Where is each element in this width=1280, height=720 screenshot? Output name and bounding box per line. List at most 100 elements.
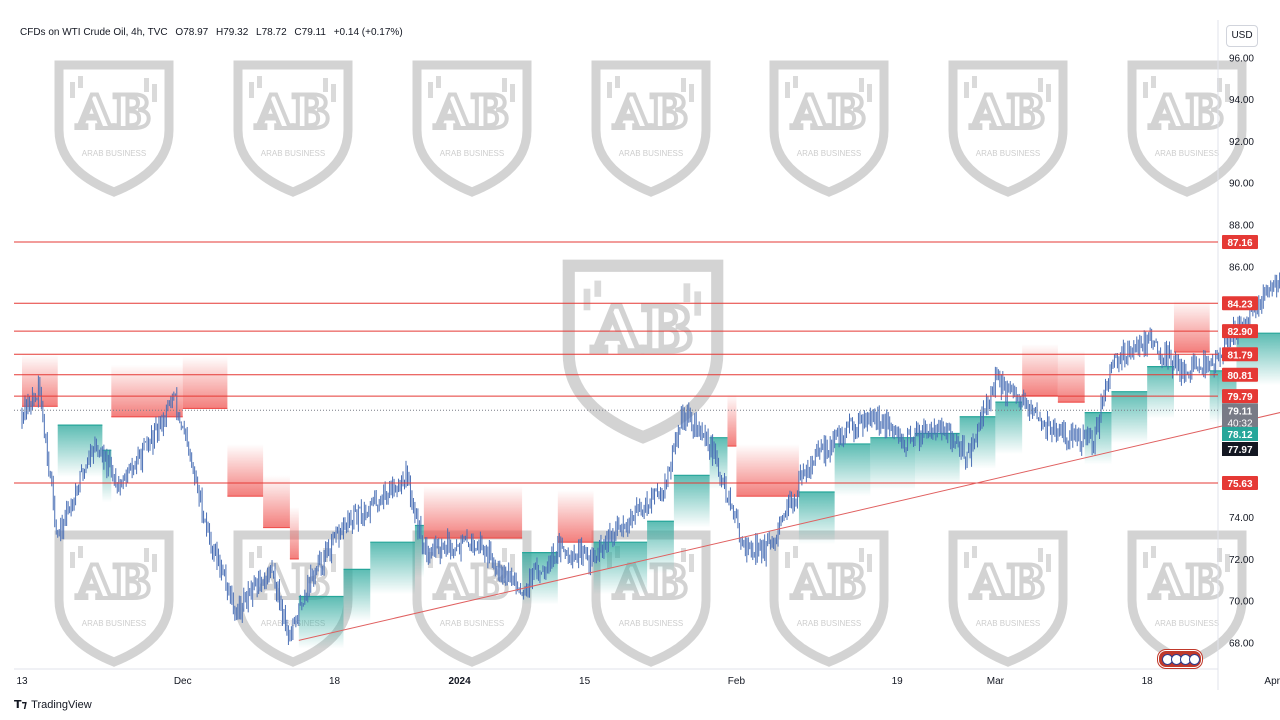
currency-button[interactable]: USD	[1226, 25, 1258, 47]
watermark-logo	[1132, 535, 1242, 662]
watermark-logo	[596, 65, 706, 192]
level-label: 82.90	[1227, 327, 1252, 338]
price-tick-label: 94.00	[1229, 95, 1254, 106]
tradingview-brand[interactable]: T⁊ TradingView	[14, 698, 92, 711]
last-price-label: 79.11	[1228, 406, 1253, 417]
level-label: 84.23	[1227, 299, 1252, 310]
indicator-low-label-bg	[1222, 441, 1258, 456]
watermark-logo	[238, 65, 348, 192]
watermark-text: ARAB BUSINESS	[619, 149, 683, 158]
supertrend-down-fill	[289, 506, 299, 559]
horizontal-levels[interactable]: 87.16 84.23 82.90 81.79 80.81 79.79 75.63	[14, 235, 1258, 491]
level-label: 79.79	[1227, 392, 1252, 403]
watermark-text: ARAB BUSINESS	[797, 619, 861, 628]
supertrend-up-fill	[915, 433, 960, 486]
time-axis[interactable]: 13Dec18202415Feb19Mar18Apr15May13Jun	[16, 676, 1280, 687]
supertrend-down-fill	[263, 475, 290, 528]
supertrend-down-fill	[1173, 299, 1210, 352]
time-tick-label: 18	[329, 676, 341, 687]
ohlc-close: C79.11	[294, 27, 326, 38]
supertrend-up-fill	[1111, 391, 1148, 444]
watermark-text: ARAB BUSINESS	[976, 149, 1040, 158]
us-flag-events-icon[interactable]	[1158, 650, 1202, 668]
supertrend-down-fill	[227, 444, 264, 497]
watermark-logo	[774, 65, 884, 192]
time-tick-label: Mar	[987, 676, 1005, 687]
price-tick-label: 68.00	[1229, 639, 1254, 650]
tradingview-logo-icon: T⁊	[14, 698, 28, 711]
price-tick-label: 92.00	[1229, 137, 1254, 148]
watermark-text: ARAB BUSINESS	[619, 619, 683, 628]
watermark-text: ARAB BUSINESS	[82, 619, 146, 628]
supertrend-down-fill	[1022, 343, 1058, 396]
supertrend-up-fill	[298, 596, 344, 649]
ohlc-bars	[21, 272, 1280, 645]
level-label: 87.16	[1227, 238, 1252, 249]
watermark-logo	[953, 65, 1063, 192]
bar-countdown-label: 40:32	[1227, 418, 1252, 429]
watermark-text: ARAB BUSINESS	[440, 619, 504, 628]
supertrend-down-fill	[182, 356, 228, 409]
symbol-title: CFDs on WTI Crude Oil, 4h, TVC	[20, 27, 168, 38]
price-tick-label: 72.00	[1229, 555, 1254, 566]
ohlc-open: O78.97	[175, 27, 209, 38]
supertrend-down-fill	[557, 490, 594, 543]
watermark-text: ARAB BUSINESS	[440, 149, 504, 158]
indicator-label-bg	[1222, 426, 1258, 441]
watermark-logo	[774, 535, 884, 662]
supertrend-down-fill	[736, 444, 799, 497]
price-axis[interactable]: 96.00 94.00 92.00 90.00 88.00 86.00 74.00 72.00…	[1229, 53, 1254, 649]
watermark-text: ARAB BUSINESS	[1155, 619, 1219, 628]
level-label: 81.79	[1227, 350, 1252, 361]
time-tick-label: 2024	[448, 676, 471, 687]
last-price-label-bg	[1222, 403, 1258, 430]
supertrend-up-fill	[370, 542, 415, 595]
supertrend-up-fill	[673, 475, 710, 528]
time-tick-label: 15	[579, 676, 591, 687]
price-tick-label: 96.00	[1229, 53, 1254, 64]
supertrend-up-fill	[870, 437, 915, 490]
supertrend-up-fill	[593, 542, 648, 595]
watermark-logo	[59, 535, 169, 662]
indicator-up-label: 78.12	[1227, 430, 1252, 441]
level-label-bg	[1222, 324, 1258, 339]
watermark-logo	[953, 535, 1063, 662]
watermark-logo-center	[569, 266, 718, 437]
watermark-text: ARAB BUSINESS	[797, 149, 861, 158]
level-label: 80.81	[1227, 371, 1252, 382]
trendline[interactable]	[298, 285, 1280, 641]
time-tick-label: Feb	[728, 676, 746, 687]
ohlc-high: H79.32	[216, 27, 249, 38]
watermark-logo	[417, 535, 527, 662]
indicator-low-label: 77.97	[1227, 445, 1252, 456]
level-label-bg	[1222, 389, 1258, 404]
ohlc-low: L78.72	[256, 27, 287, 38]
supertrend-up-fill	[343, 569, 371, 622]
price-tick-label: 86.00	[1229, 262, 1254, 273]
watermark-text: ARAB BUSINESS	[976, 619, 1040, 628]
time-tick-label: 13	[16, 676, 28, 687]
time-tick-label: 19	[892, 676, 904, 687]
level-label-bg	[1222, 235, 1258, 250]
watermark-logo	[59, 65, 169, 192]
watermark-text: ARAB BUSINESS	[82, 149, 146, 158]
price-tick-label: 74.00	[1229, 513, 1254, 524]
supertrend-up-fill	[798, 492, 835, 545]
supertrend-up-fill	[834, 443, 871, 496]
ohlc-change: +0.14 (+0.17%)	[333, 27, 403, 38]
symbol-legend[interactable]: CFDs on WTI Crude Oil, 4h, TVC O78.97 H7…	[20, 27, 408, 38]
time-tick-label: Apr	[1264, 676, 1280, 687]
watermark-text: ARAB BUSINESS	[261, 149, 325, 158]
supertrend-up-fill	[414, 525, 424, 578]
supertrend-up-fill	[995, 402, 1023, 455]
supertrend-down-fill	[111, 364, 183, 417]
supertrend-down-fill	[423, 486, 523, 538]
supertrend-up-fill	[647, 521, 674, 574]
brand-label: TradingView	[31, 699, 92, 711]
level-label: 75.63	[1227, 479, 1252, 490]
watermark-logo	[417, 65, 527, 192]
watermark-text: ARAB BUSINESS	[1155, 149, 1219, 158]
level-label-bg	[1222, 296, 1258, 311]
